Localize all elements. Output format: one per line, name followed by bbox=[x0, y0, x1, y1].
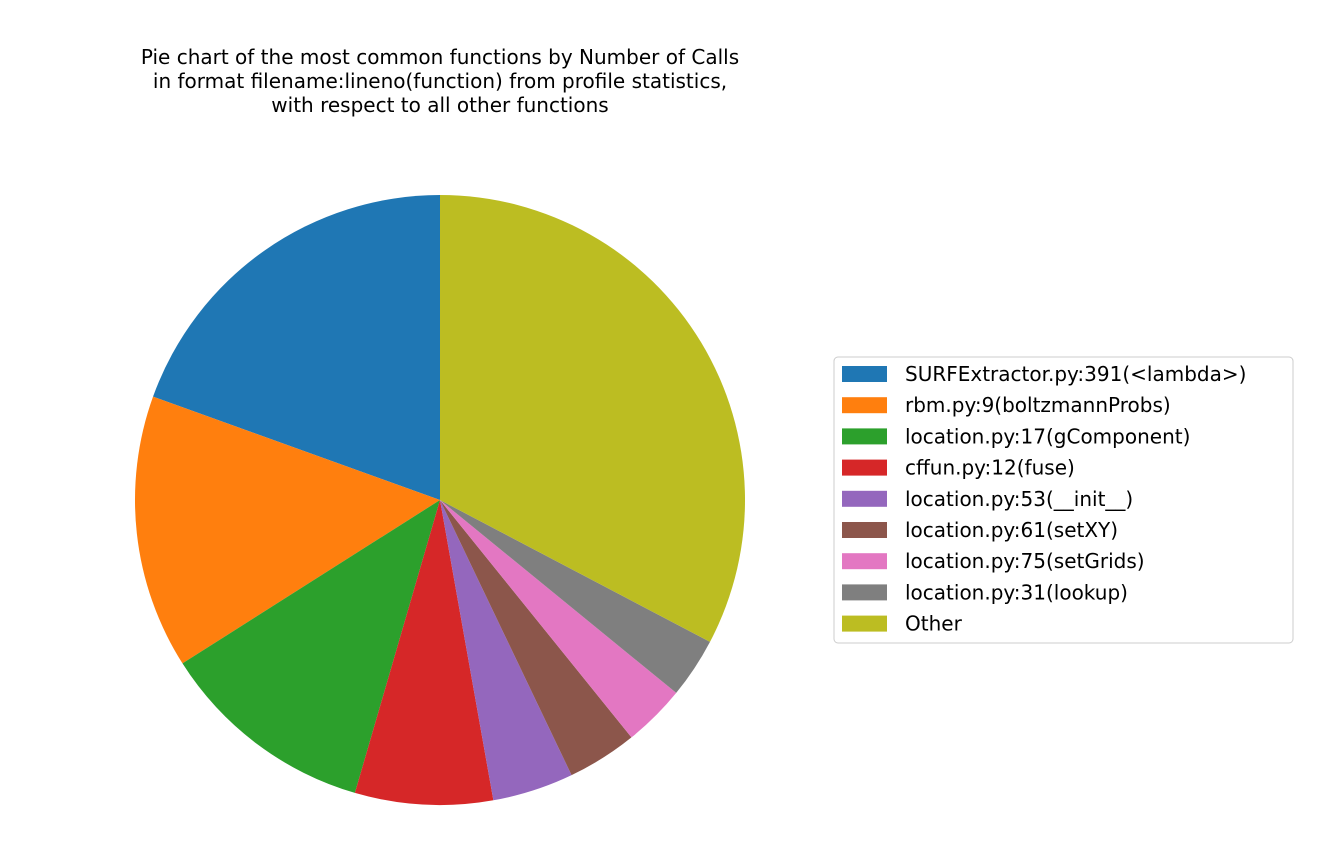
chart-legend: SURFExtractor.py:391(<lambda>) rbm.py:9(b… bbox=[833, 356, 1294, 644]
pie-slices bbox=[134, 195, 746, 805]
pie-slice-3 bbox=[182, 500, 441, 793]
legend-label-2: rbm.py:9(boltzmannProbs) bbox=[905, 393, 1171, 417]
legend-swatch-1 bbox=[842, 366, 887, 382]
chart-title-line-3: with respect to all other functions bbox=[271, 93, 608, 117]
legend-frame bbox=[833, 356, 1294, 644]
chart-title: Pie chart of the most common functions b… bbox=[141, 45, 739, 117]
legend-label-8: location.py:31(lookup) bbox=[905, 580, 1128, 604]
pie-slice-5 bbox=[440, 500, 572, 801]
pie-slice-4 bbox=[354, 500, 494, 805]
legend-swatch-6 bbox=[842, 522, 887, 538]
chart-title-line-2: in format filename:lineno(function) from… bbox=[153, 69, 727, 93]
legend-swatch-8 bbox=[842, 584, 887, 601]
legend-label-5: location.py:53(__init__) bbox=[905, 487, 1133, 511]
chart-title-line-1: Pie chart of the most common functions b… bbox=[141, 45, 739, 69]
pie-slice-8 bbox=[440, 500, 710, 693]
legend-swatch-9 bbox=[842, 615, 887, 632]
legend-label-6: location.py:61(setXY) bbox=[905, 518, 1118, 542]
legend-swatch-5 bbox=[842, 490, 887, 507]
legend-label-3: location.py:17(gComponent) bbox=[905, 424, 1190, 448]
pie-slice-2 bbox=[134, 396, 440, 664]
legend-swatch-2 bbox=[842, 397, 887, 414]
legend-swatch-4 bbox=[842, 459, 887, 476]
legend-swatch-3 bbox=[842, 428, 887, 445]
legend-label-4: cffun.py:12(fuse) bbox=[905, 456, 1075, 480]
pie-slice-1 bbox=[153, 195, 440, 500]
pie-slice-9 bbox=[440, 195, 746, 642]
legend-swatch-7 bbox=[842, 553, 887, 570]
legend-label-9: Other bbox=[905, 612, 963, 636]
legend-label-1: SURFExtractor.py:391(<lambda>) bbox=[905, 362, 1246, 386]
pie-slice-6 bbox=[440, 500, 632, 776]
pie-slice-7 bbox=[440, 500, 677, 738]
legend-label-7: location.py:75(setGrids) bbox=[905, 549, 1145, 573]
